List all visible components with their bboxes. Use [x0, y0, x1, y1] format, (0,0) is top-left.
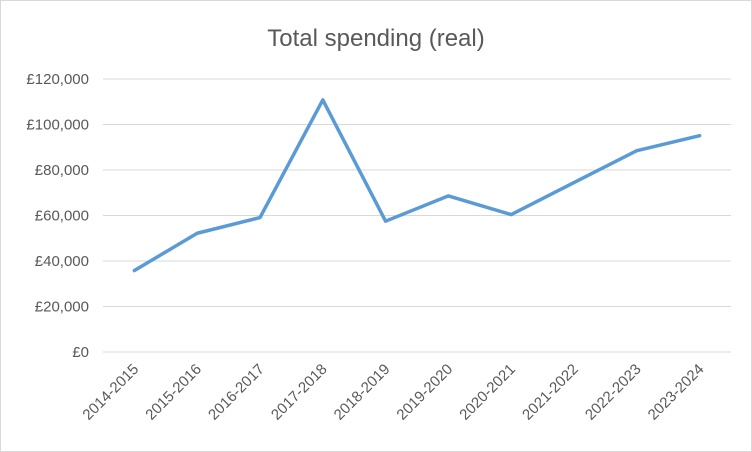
x-tick-label: 2022-2023: [582, 361, 645, 424]
x-tick-label: 2018-2019: [331, 361, 394, 424]
data-point: [384, 219, 388, 223]
data-point: [446, 194, 450, 198]
chart-title: Total spending (real): [267, 25, 484, 52]
x-tick-label: 2014-2015: [79, 361, 142, 424]
y-tick-label: £0: [72, 344, 89, 361]
y-tick-label: £20,000: [35, 299, 89, 316]
data-point: [572, 181, 576, 185]
y-tick-label: £40,000: [35, 253, 89, 270]
data-point: [258, 216, 262, 220]
y-tick-label: £120,000: [26, 71, 89, 88]
y-tick-label: £100,000: [26, 117, 89, 134]
x-tick-label: 2019-2020: [393, 361, 456, 424]
data-point: [195, 231, 199, 235]
y-tick-label: £80,000: [35, 162, 89, 179]
data-point: [698, 134, 702, 138]
data-point: [132, 269, 136, 273]
data-point: [635, 149, 639, 153]
y-tick-label: £60,000: [35, 208, 89, 225]
x-tick-label: 2015-2016: [142, 361, 205, 424]
data-point: [509, 213, 513, 217]
x-tick-label: 2016-2017: [205, 361, 268, 424]
x-tick-label: 2017-2018: [268, 361, 331, 424]
x-tick-label: 2021-2022: [519, 361, 582, 424]
x-tick-label: 2020-2021: [456, 361, 519, 424]
data-point: [321, 98, 325, 102]
x-tick-label: 2023-2024: [645, 361, 708, 424]
series-line: [132, 98, 702, 273]
